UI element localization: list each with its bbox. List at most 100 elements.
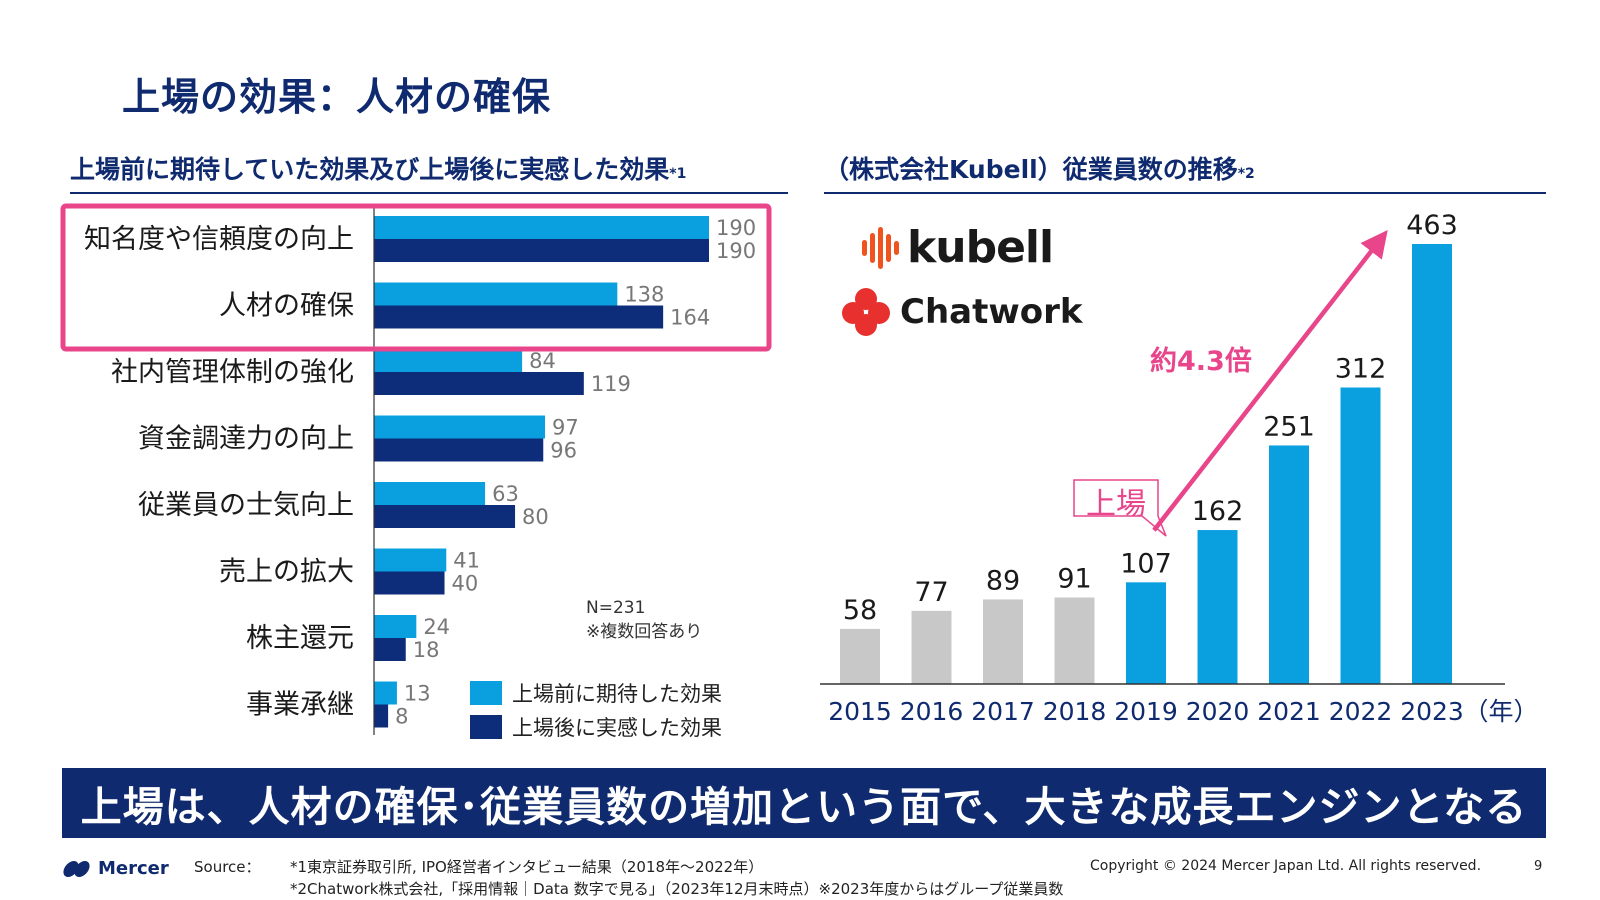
employee-bar <box>911 610 952 684</box>
year-axis-unit: （年） <box>1464 697 1539 726</box>
copyright-text: Copyright © 2024 Mercer Japan Ltd. All r… <box>1090 858 1482 874</box>
category-label: 事業承継 <box>246 690 354 721</box>
employee-bar <box>840 628 880 684</box>
employee-bar <box>1054 597 1095 684</box>
year-tick-label: 2015 <box>828 697 892 726</box>
mercer-logo: Mercer <box>61 858 169 879</box>
employee-bar <box>1269 445 1309 684</box>
category-label: 株主還元 <box>246 623 354 654</box>
source-line-2: *2Chatwork株式会社,「採用情報｜Data 数字で見る」（2023年12… <box>290 880 1064 898</box>
year-tick-label: 2020 <box>1186 697 1250 726</box>
page-number: 9 <box>1534 859 1543 874</box>
bar-value-label: 91 <box>1057 564 1091 595</box>
year-tick-label: 2022 <box>1329 697 1393 726</box>
bar-value-label: 164 <box>670 306 710 330</box>
bar-expected <box>374 548 447 572</box>
page-title: 上場の効果：人材の確保 <box>122 75 552 119</box>
kubell-mark-icon <box>862 226 899 269</box>
right-section-header: （株式会社Kubell）従業員数の推移*2 <box>824 150 1546 194</box>
bar-expected <box>374 349 523 372</box>
bar-value-label: 190 <box>716 216 756 240</box>
sample-size-text: N=231 <box>586 598 646 618</box>
growth-label: 約4.3倍 <box>1150 345 1252 377</box>
bar-realized <box>374 505 516 528</box>
bar-expected <box>374 681 397 705</box>
category-label: 人材の確保 <box>219 291 354 322</box>
bar-realized <box>374 571 445 595</box>
bar-value-label: 24 <box>423 615 450 639</box>
bar-value-label: 89 <box>986 565 1020 596</box>
bar-value-label: 162 <box>1192 496 1244 527</box>
bar-expected <box>374 216 709 239</box>
bar-value-label: 107 <box>1120 548 1172 579</box>
legend-item-expected: 上場前に期待した効果 <box>470 676 722 710</box>
bar-value-label: 80 <box>522 505 549 529</box>
year-tick-label: 2019 <box>1114 697 1178 726</box>
growth-arrow <box>1152 230 1388 532</box>
legend-label-realized: 上場後に実感した効果 <box>512 716 722 740</box>
year-tick-label: 2018 <box>1043 697 1107 726</box>
effects-legend: 上場前に期待した効果 上場後に実感した効果 <box>470 676 722 744</box>
ipo-callout-label: 上場 <box>1086 487 1146 522</box>
right-header-text: （株式会社Kubell）従業員数の推移 <box>824 155 1238 184</box>
employee-bar <box>1412 244 1452 684</box>
year-tick-label: 2021 <box>1257 697 1321 726</box>
category-label: 従業員の士気向上 <box>138 490 354 521</box>
chatwork-mark-icon <box>842 288 890 336</box>
bar-expected <box>374 415 546 439</box>
bar-value-label: 41 <box>453 549 480 573</box>
bar-realized <box>374 305 664 329</box>
kubell-logo: kubell <box>862 222 1054 273</box>
left-header-note: *1 <box>669 166 687 182</box>
employee-bar <box>1126 582 1166 684</box>
ipo-callout-box <box>1073 479 1167 537</box>
bar-value-label: 138 <box>624 283 664 307</box>
category-label: 資金調達力の向上 <box>138 424 354 455</box>
conclusion-banner: 上場は、人材の確保･従業員数の増加という面で、大きな成長エンジンとなる <box>62 768 1546 838</box>
bar-expected <box>374 282 618 306</box>
bar-value-label: 96 <box>550 439 577 463</box>
source-line-1: *1東京証券取引所, IPO経営者インタビュー結果（2018年～2022年） <box>290 858 764 876</box>
employee-bar <box>983 599 1023 684</box>
bar-value-label: 58 <box>843 595 877 626</box>
bar-value-label: 18 <box>413 638 440 662</box>
employee-bar <box>1197 530 1238 684</box>
bar-expected <box>374 615 417 638</box>
category-label: 売上の拡大 <box>219 557 354 588</box>
chatwork-logo: Chatwork <box>842 288 1083 336</box>
bar-value-label: 40 <box>452 572 479 596</box>
left-header-text: 上場前に期待していた効果及び上場後に実感した効果 <box>70 155 670 184</box>
chatwork-logo-text: Chatwork <box>900 292 1083 332</box>
year-tick-label: 2023 <box>1400 697 1464 726</box>
bar-value-label: 251 <box>1263 411 1315 442</box>
bar-realized <box>374 438 544 462</box>
category-label: 知名度や信頼度の向上 <box>84 224 354 255</box>
year-tick-label: 2016 <box>900 697 964 726</box>
source-list: *1東京証券取引所, IPO経営者インタビュー結果（2018年～2022年） *… <box>290 856 1063 900</box>
legend-item-realized: 上場後に実感した効果 <box>470 710 722 744</box>
bar-value-label: 463 <box>1406 210 1458 241</box>
legend-label-expected: 上場前に期待した効果 <box>512 682 722 706</box>
bar-value-label: 13 <box>404 682 431 706</box>
category-label: 社内管理体制の強化 <box>111 357 354 388</box>
bar-realized <box>374 638 406 661</box>
legend-swatch-realized <box>470 715 502 739</box>
bar-value-label: 77 <box>914 577 948 608</box>
legend-swatch-expected <box>470 681 502 705</box>
bar-realized <box>374 239 709 262</box>
mercer-logo-text: Mercer <box>98 858 169 879</box>
bar-realized <box>374 704 389 728</box>
bar-expected <box>374 482 486 505</box>
employee-bar <box>1340 387 1381 684</box>
employee-count-chart: 58 2015 77 2016 89 2017 91 2018 107 2019 162 2020 25… <box>820 210 1539 726</box>
highlight-box <box>60 203 772 352</box>
kubell-logo-text: kubell <box>907 222 1054 273</box>
bar-value-label: 63 <box>492 482 519 506</box>
sample-note: N=231 ※複数回答あり <box>586 596 702 644</box>
source-label: Source： <box>194 858 261 876</box>
year-tick-label: 2017 <box>971 697 1035 726</box>
multiple-answer-text: ※複数回答あり <box>586 622 703 642</box>
bar-value-label: 8 <box>395 705 408 729</box>
bar-value-label: 312 <box>1335 353 1387 384</box>
